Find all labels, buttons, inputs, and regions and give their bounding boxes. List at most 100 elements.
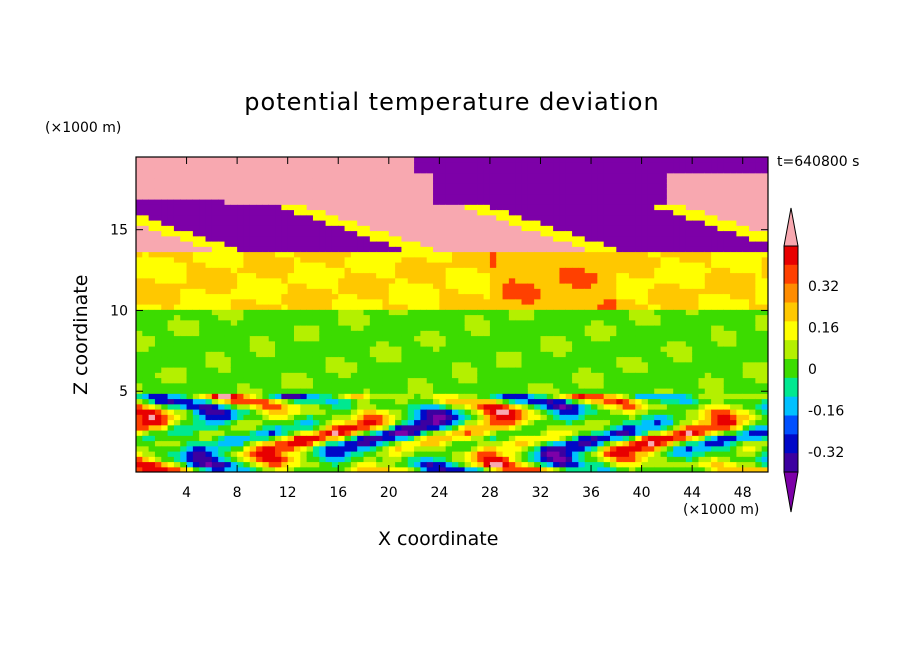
field-cell <box>616 230 624 237</box>
field-cell <box>407 214 415 221</box>
field-cell <box>414 393 421 400</box>
field-cell <box>249 356 257 363</box>
field-cell <box>597 256 605 263</box>
field-cell <box>237 167 245 174</box>
field-cell <box>376 346 384 352</box>
field-cell <box>420 309 428 316</box>
field-cell <box>173 461 181 468</box>
field-cell <box>331 430 339 436</box>
field-cell <box>534 304 542 310</box>
field-cell <box>262 456 270 463</box>
field-cell <box>616 330 624 337</box>
field-cell <box>496 398 504 405</box>
field-cell <box>142 351 150 358</box>
field-cell <box>395 382 403 389</box>
field-cell <box>540 340 548 347</box>
field-cell <box>534 451 542 457</box>
field-cell <box>641 251 649 258</box>
field-cell <box>426 414 434 421</box>
field-cell <box>275 335 282 342</box>
field-cell <box>388 330 396 337</box>
field-cell <box>338 241 346 247</box>
field-cell <box>306 356 314 363</box>
field-cell <box>275 367 282 373</box>
field-cell <box>610 235 617 242</box>
field-cell <box>211 277 219 284</box>
field-cell <box>275 235 282 242</box>
field-cell <box>154 356 162 363</box>
field-cell <box>350 461 358 468</box>
field-cell <box>477 251 485 258</box>
field-cell <box>603 346 611 352</box>
field-cell <box>306 267 314 274</box>
field-cell <box>445 267 453 274</box>
field-cell <box>218 309 226 316</box>
field-cell <box>584 367 592 373</box>
field-cell <box>578 330 586 337</box>
field-cell <box>167 183 175 190</box>
field-cell <box>167 461 175 468</box>
field-cell <box>603 225 611 232</box>
field-cell <box>281 157 289 163</box>
field-cell <box>401 193 409 200</box>
field-cell <box>363 314 371 321</box>
field-cell <box>414 256 421 263</box>
field-cell <box>654 435 662 442</box>
field-cell <box>610 262 617 268</box>
field-cell <box>192 293 200 300</box>
field-cell <box>540 225 548 232</box>
field-cell <box>306 409 314 415</box>
field-cell <box>496 361 504 368</box>
field-cell <box>173 188 181 195</box>
field-cell <box>136 220 143 226</box>
field-cell <box>508 267 516 274</box>
field-cell <box>458 440 466 447</box>
field-cell <box>319 230 327 237</box>
field-cell <box>635 172 643 179</box>
field-cell <box>559 367 567 373</box>
field-cell <box>148 183 156 190</box>
field-cell <box>591 445 598 452</box>
field-cell <box>401 162 409 169</box>
field-cell <box>565 403 573 410</box>
field-cell <box>439 461 447 468</box>
field-cell <box>312 220 320 226</box>
field-cell <box>641 440 649 447</box>
field-cell <box>452 267 459 274</box>
field-cell <box>439 241 447 247</box>
field-cell <box>578 356 586 363</box>
field-cell <box>470 167 478 174</box>
field-cell <box>161 277 169 284</box>
field-cell <box>502 388 510 394</box>
field-cell <box>654 277 662 284</box>
field-cell <box>527 241 535 247</box>
field-cell <box>527 293 535 300</box>
field-cell <box>565 398 573 405</box>
field-cell <box>439 424 447 431</box>
field-cell <box>331 340 339 347</box>
field-cell <box>218 230 226 237</box>
field-cell <box>312 409 320 415</box>
field-cell <box>376 403 384 410</box>
field-cell <box>458 367 466 373</box>
field-cell <box>534 414 542 421</box>
field-cell <box>433 288 440 295</box>
field-cell <box>527 267 535 274</box>
field-cell <box>319 367 327 373</box>
field-cell <box>527 372 535 379</box>
field-cell <box>439 283 447 289</box>
field-cell <box>546 220 554 226</box>
field-cell <box>616 193 624 200</box>
field-cell <box>148 388 156 394</box>
field-cell <box>262 325 270 331</box>
field-cell <box>610 220 617 226</box>
field-cell <box>610 277 617 284</box>
field-cell <box>395 346 403 352</box>
field-cell <box>312 267 320 274</box>
field-cell <box>426 409 434 415</box>
field-cell <box>350 367 358 373</box>
field-cell <box>546 403 554 410</box>
field-cell <box>572 456 579 463</box>
field-cell <box>559 403 567 410</box>
field-cell <box>616 456 624 463</box>
